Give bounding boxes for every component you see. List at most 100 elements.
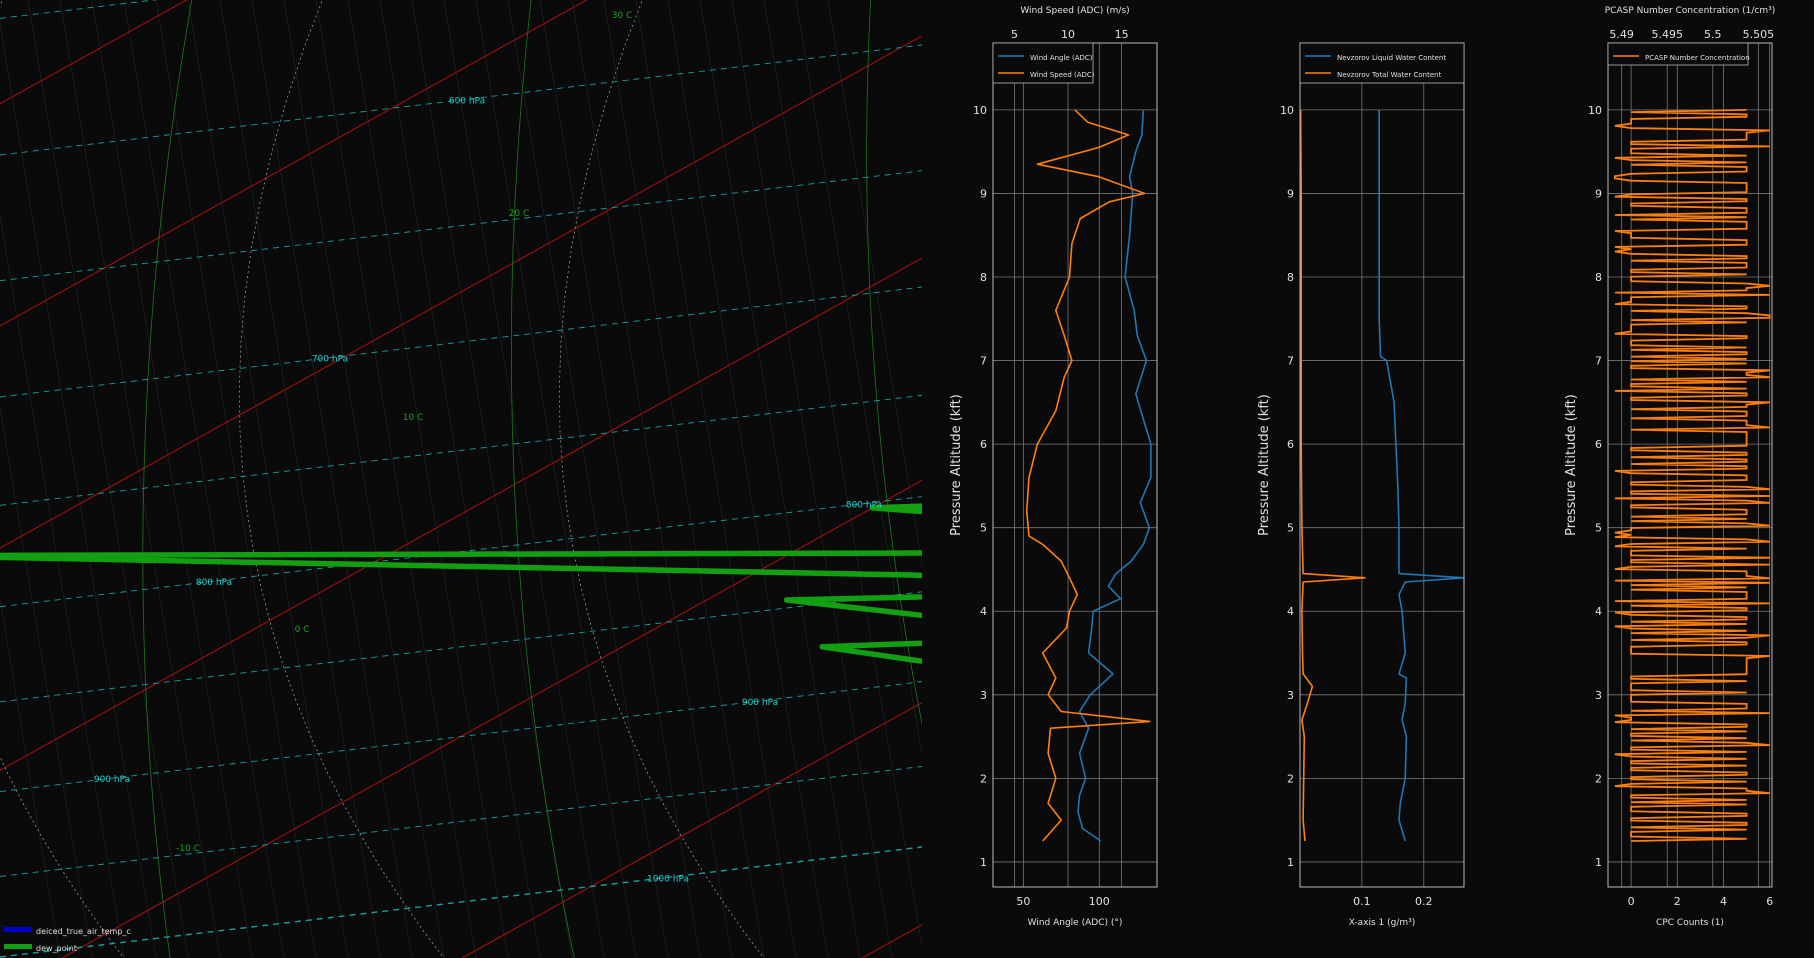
wind-legend-label-angle: Wind Angle (ADC) bbox=[1030, 54, 1093, 62]
background-guide-line bbox=[219, 0, 381, 958]
background-guide-line bbox=[763, 0, 922, 950]
top-x-tick-label: 15 bbox=[1115, 28, 1129, 41]
isotherm-label: 20 C bbox=[509, 209, 530, 219]
pcasp-panel-series bbox=[1614, 109, 1771, 842]
wind-panel-ylabel: Pressure Altitude (kft) bbox=[949, 394, 964, 536]
isobar-line bbox=[0, 394, 922, 506]
background-guide-line bbox=[0, 20, 157, 958]
x-tick-label: 6 bbox=[1766, 895, 1773, 908]
x-tick-label: 0.2 bbox=[1415, 895, 1433, 908]
background-guide-line bbox=[91, 0, 253, 958]
y-tick-label: 1 bbox=[980, 856, 987, 869]
skew-t-labels: 1000 hPa 900 hPa 800 hPa 700 hPa 600 hPa 900 … bbox=[94, 11, 882, 884]
y-tick-label: 3 bbox=[1595, 689, 1602, 702]
wind-angle-line bbox=[1077, 109, 1152, 842]
moist-adiabat-line bbox=[558, 0, 765, 958]
dry-adiabat-line bbox=[866, 0, 922, 726]
liquid-water-line bbox=[1378, 109, 1465, 842]
background-guide-line bbox=[475, 0, 637, 958]
pcasp-panel-ylabel: Pressure Altitude (kft) bbox=[1564, 394, 1579, 536]
wind-panel: 1 2 3 4 5 6 7 8 9 10 50 100 5 10 15 Wind Speed (ADC) (… bbox=[949, 6, 1158, 928]
y-tick-label: 4 bbox=[1595, 605, 1602, 618]
dewpoint-series-line bbox=[0, 503, 922, 665]
background-guide-line bbox=[59, 0, 221, 958]
y-tick-label: 5 bbox=[1287, 522, 1294, 535]
water-panel-ticks: 1 2 3 4 5 6 7 8 9 10 0.1 0.2 bbox=[1280, 104, 1433, 908]
y-tick-label: 7 bbox=[1595, 355, 1602, 368]
y-tick-label: 6 bbox=[1287, 438, 1294, 451]
background-guide-line bbox=[187, 0, 349, 958]
background-guide-line bbox=[283, 0, 445, 958]
isobar-line bbox=[0, 846, 922, 958]
isotherm-label: -10 C bbox=[176, 844, 200, 854]
isotherm-line bbox=[0, 257, 922, 771]
dry-adiabat-line bbox=[142, 0, 193, 958]
isobar-label: 1000 hPa bbox=[647, 874, 689, 884]
background-guide-line bbox=[155, 0, 317, 958]
water-panel-legend: Nevzorov Liquid Water Content Nevzorov T… bbox=[1299, 42, 1465, 84]
background-guide-line bbox=[539, 0, 701, 958]
wind-panel-series bbox=[1025, 109, 1152, 842]
top-x-tick-label: 5.495 bbox=[1651, 28, 1683, 41]
water-panel-xlabel: X-axis 1 (g/m³) bbox=[1349, 918, 1416, 928]
isobar-lines bbox=[0, 0, 922, 958]
water-legend-label-total: Nevzorov Total Water Content bbox=[1337, 71, 1442, 79]
isobar-label: 600 hPa bbox=[449, 96, 485, 106]
y-tick-label: 8 bbox=[1287, 271, 1294, 284]
background-guide-line bbox=[0, 212, 125, 958]
isotherm-line bbox=[0, 0, 588, 327]
skew-t-legend: deiced_true_air_temp_c dew_point bbox=[4, 927, 131, 953]
isotherm-line bbox=[0, 35, 922, 549]
x-tick-label: 2 bbox=[1674, 895, 1681, 908]
background-guide-line bbox=[827, 0, 922, 566]
isobar-label: 800 hPa bbox=[196, 578, 232, 588]
background-guide-line bbox=[0, 404, 93, 958]
background-guide-line bbox=[731, 0, 893, 958]
y-tick-label: 10 bbox=[1588, 104, 1602, 117]
wind-panel-ticks: 1 2 3 4 5 6 7 8 9 10 50 100 5 10 15 bbox=[973, 28, 1129, 908]
isobar-line bbox=[0, 0, 158, 19]
x-tick-label: 0.1 bbox=[1353, 895, 1371, 908]
legend-label-dewpoint: dew_point bbox=[36, 944, 77, 953]
pcasp-panel-legend: PCASP Number Concentration bbox=[1607, 42, 1750, 66]
y-tick-label: 7 bbox=[980, 355, 987, 368]
water-legend-label-liquid: Nevzorov Liquid Water Content bbox=[1337, 54, 1446, 62]
wind-legend-box bbox=[992, 42, 1094, 84]
pcasp-legend-box bbox=[1607, 42, 1749, 66]
water-legend-box bbox=[1299, 42, 1465, 84]
x-tick-label: 100 bbox=[1089, 895, 1110, 908]
x-tick-label: 0 bbox=[1628, 895, 1635, 908]
isobar-line bbox=[0, 766, 922, 877]
background-guide-line bbox=[347, 0, 509, 958]
y-tick-label: 10 bbox=[973, 104, 987, 117]
wind-panel-title: Wind Speed (ADC) (m/s) bbox=[1020, 6, 1129, 16]
wind-panel-grid bbox=[993, 43, 1157, 887]
y-tick-label: 4 bbox=[980, 605, 987, 618]
background-guide-line bbox=[0, 595, 61, 958]
isobar-label: 900 hPa bbox=[94, 775, 130, 785]
background-guide-line bbox=[507, 0, 669, 958]
legend-swatch-dewpoint bbox=[4, 944, 32, 949]
pcasp-panel-title: PCASP Number Concentration (1/cm³) bbox=[1605, 6, 1776, 16]
y-tick-label: 1 bbox=[1595, 856, 1602, 869]
background-guide-line bbox=[315, 0, 477, 958]
wind-panel-xlabel: Wind Angle (ADC) (°) bbox=[1028, 918, 1123, 928]
y-tick-label: 8 bbox=[980, 271, 987, 284]
moist-adiabat-line bbox=[238, 0, 445, 958]
isobar-label: 900 hPa bbox=[742, 698, 778, 708]
isotherm-line bbox=[61, 479, 922, 958]
wind-panel-legend: Wind Angle (ADC) Wind Speed (ADC) bbox=[992, 42, 1095, 84]
isobar-line bbox=[0, 591, 922, 703]
y-tick-label: 2 bbox=[1595, 772, 1602, 785]
dry-adiabat-line bbox=[510, 0, 575, 958]
top-x-tick-label: 5.505 bbox=[1743, 28, 1775, 41]
y-tick-label: 3 bbox=[1287, 689, 1294, 702]
y-tick-label: 5 bbox=[1595, 522, 1602, 535]
y-tick-label: 8 bbox=[1595, 271, 1602, 284]
isotherm-label: 0 C bbox=[295, 625, 310, 635]
y-tick-label: 3 bbox=[980, 689, 987, 702]
